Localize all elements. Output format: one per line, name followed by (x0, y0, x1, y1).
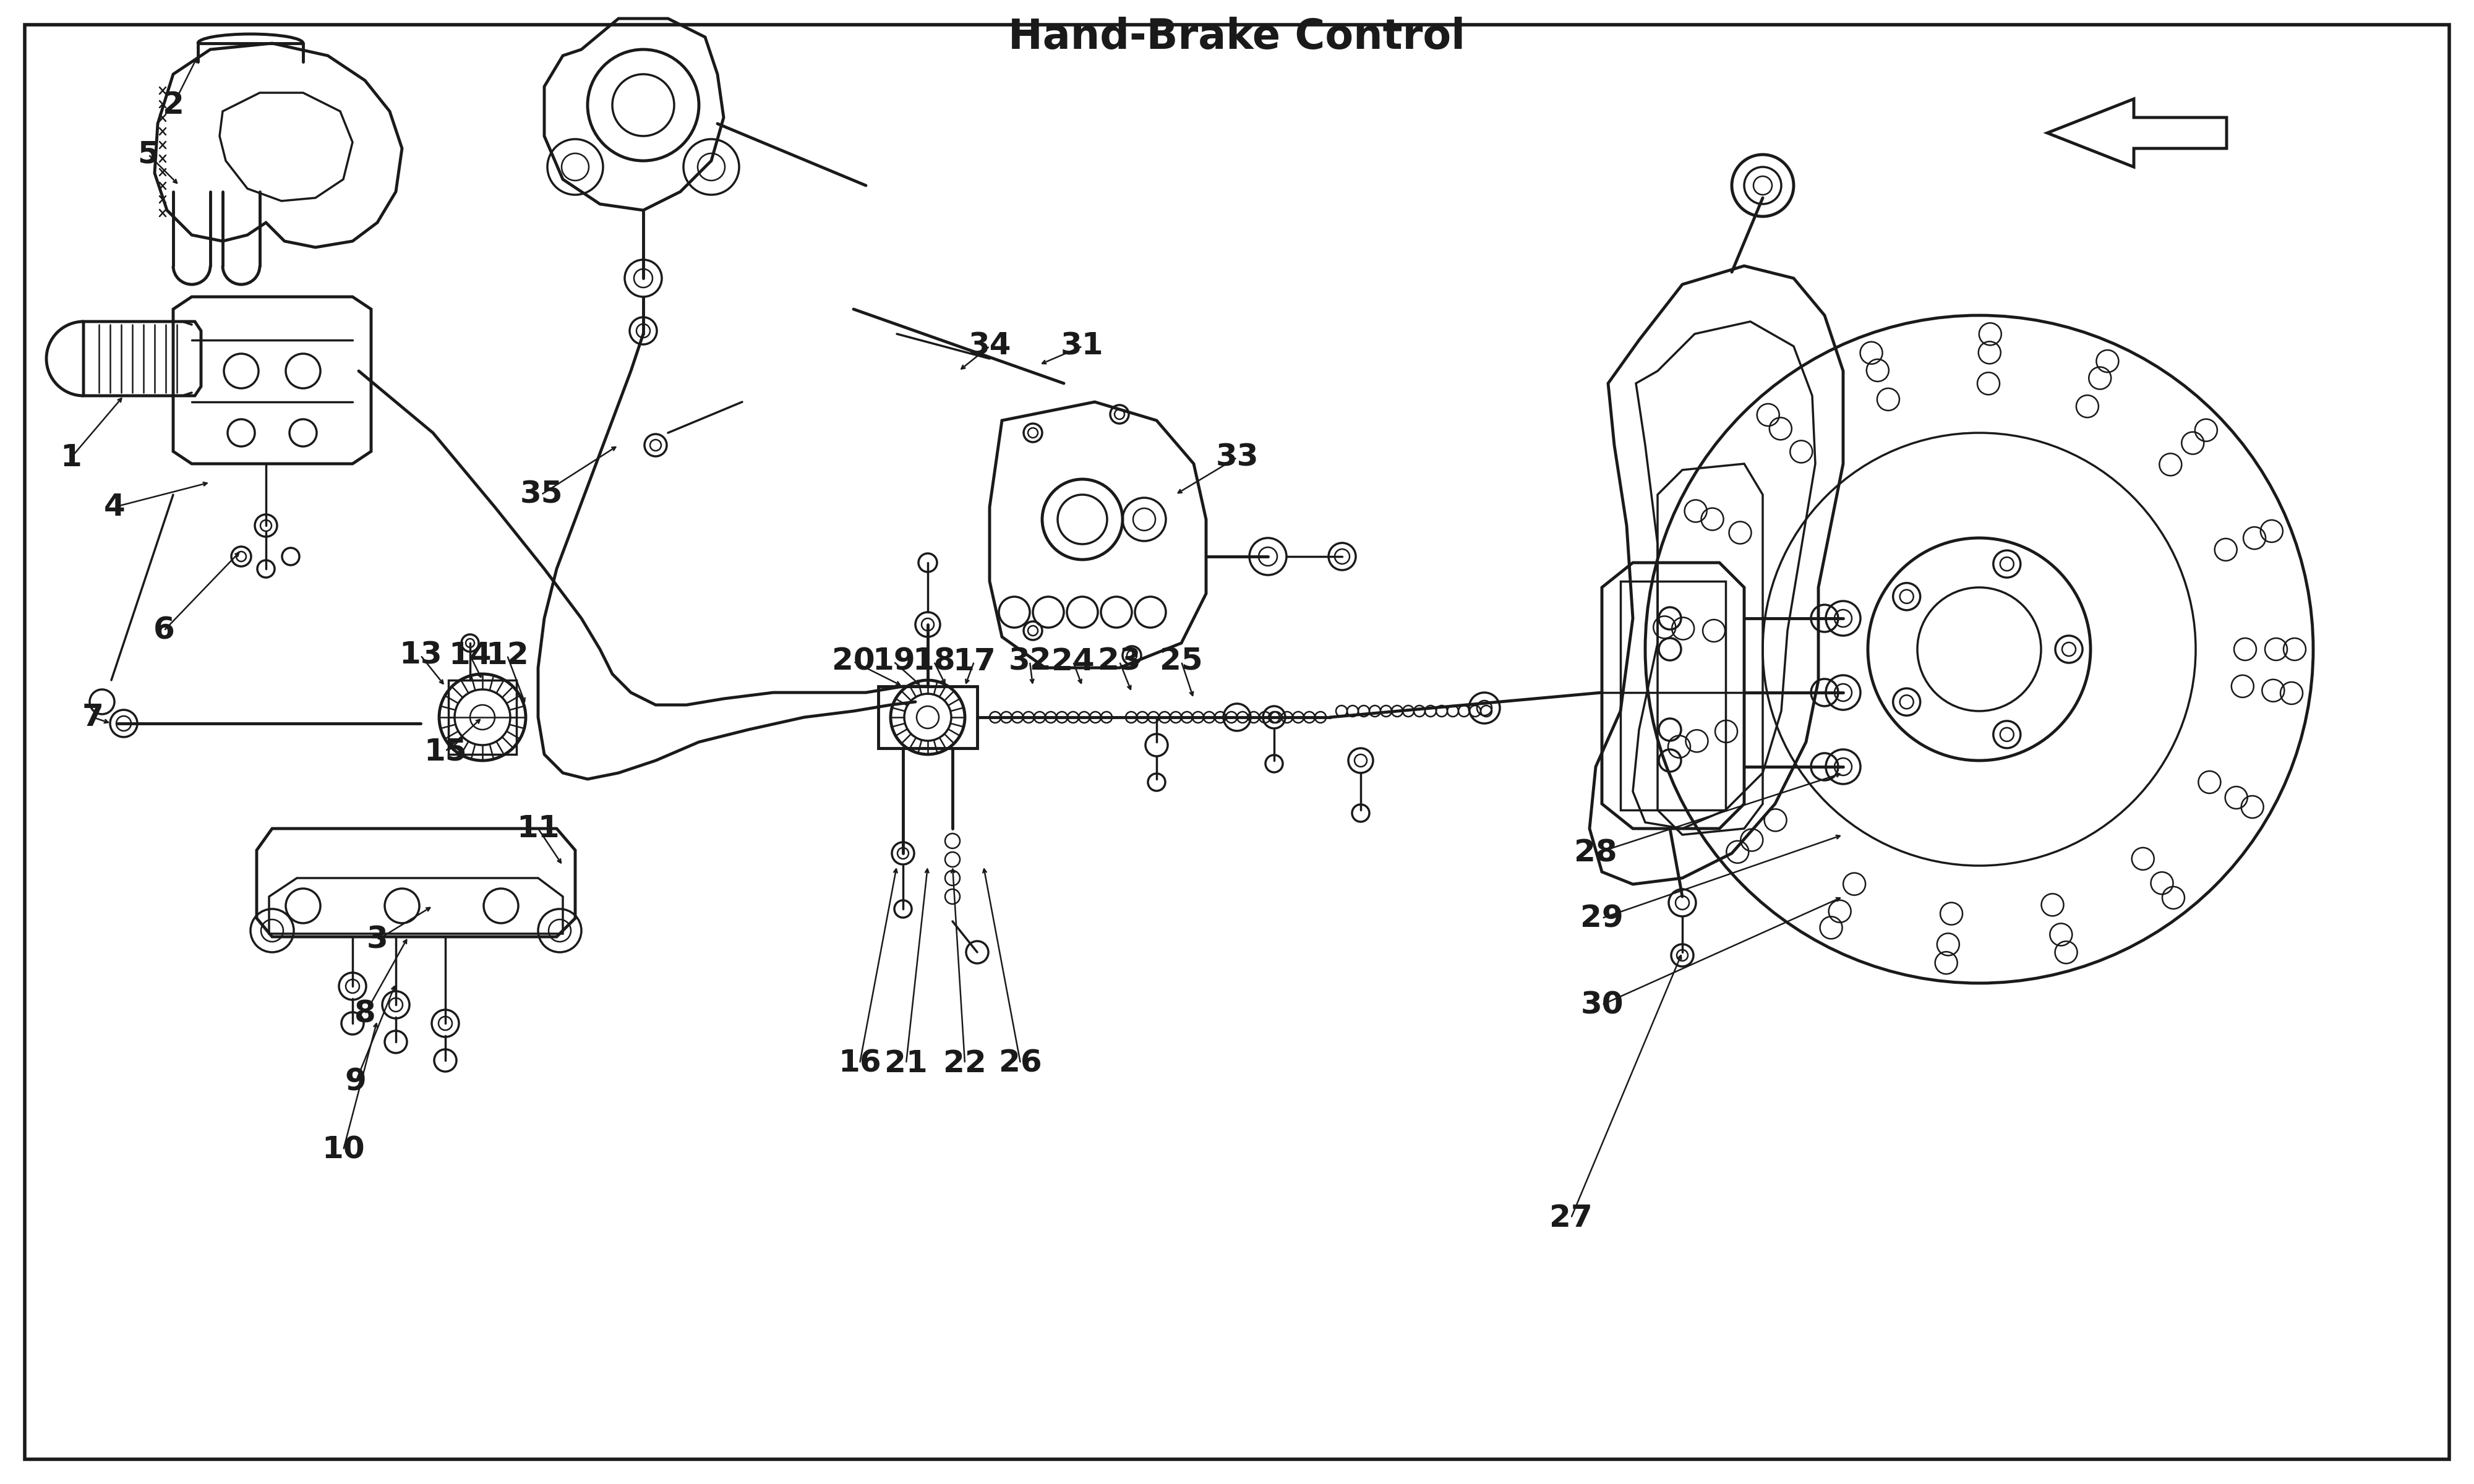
Text: 11: 11 (517, 813, 559, 843)
Text: 15: 15 (423, 736, 468, 766)
Text: 26: 26 (999, 1049, 1042, 1079)
Text: 33: 33 (1215, 442, 1259, 472)
Text: 27: 27 (1549, 1204, 1593, 1233)
Text: 23: 23 (1098, 647, 1141, 677)
Text: 12: 12 (485, 641, 529, 671)
Text: 30: 30 (1581, 990, 1623, 1020)
Text: 24: 24 (1051, 647, 1094, 677)
Text: 19: 19 (873, 647, 915, 677)
Text: 25: 25 (1160, 647, 1202, 677)
Text: 18: 18 (913, 647, 955, 677)
Text: Hand-Brake Control: Hand-Brake Control (1009, 16, 1465, 58)
Text: 7: 7 (82, 702, 104, 732)
Text: 16: 16 (839, 1049, 881, 1079)
Text: 21: 21 (886, 1049, 928, 1079)
Text: 1: 1 (59, 442, 82, 472)
Text: 8: 8 (354, 999, 376, 1028)
Text: 32: 32 (1009, 647, 1051, 677)
Text: 31: 31 (1061, 331, 1103, 361)
Text: 34: 34 (967, 331, 1012, 361)
Text: 10: 10 (322, 1135, 364, 1165)
Text: 28: 28 (1573, 838, 1618, 868)
Text: 14: 14 (448, 641, 492, 671)
Text: 5: 5 (139, 139, 158, 169)
Polygon shape (2048, 99, 2227, 166)
Text: 9: 9 (344, 1067, 366, 1097)
Text: 20: 20 (831, 647, 876, 677)
Text: 3: 3 (366, 925, 388, 954)
Text: 17: 17 (952, 647, 995, 677)
Text: 4: 4 (104, 493, 126, 522)
Text: 13: 13 (398, 641, 443, 671)
Text: 6: 6 (153, 616, 176, 646)
Text: 2: 2 (163, 91, 183, 120)
Text: 22: 22 (943, 1049, 987, 1079)
Text: 29: 29 (1581, 904, 1623, 933)
Text: 35: 35 (520, 479, 562, 509)
